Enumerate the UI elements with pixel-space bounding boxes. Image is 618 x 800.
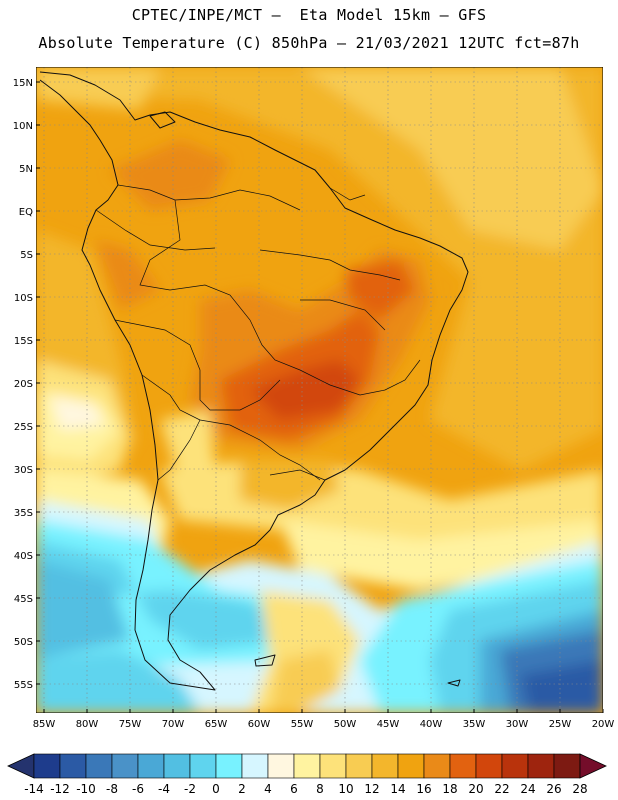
colorbar-swatch	[59, 753, 87, 779]
lat-label: 5S	[20, 250, 33, 261]
colorbar-label: 12	[364, 782, 379, 796]
colorbar-swatch	[189, 753, 217, 779]
colorbar-label: 18	[442, 782, 457, 796]
colorbar-label: 16	[416, 782, 431, 796]
latitude-labels: 15N 10N 5N EQ 5S 10S 15S 20S 25S 30S 35S 40S 45S 50S 5…	[13, 78, 40, 691]
colorbar-swatch	[111, 753, 139, 779]
lat-label: 20S	[14, 379, 33, 390]
colorbar-label: 20	[468, 782, 483, 796]
lon-label: 85W	[33, 719, 56, 730]
lat-label: 55S	[14, 680, 33, 691]
colorbar-label: 2	[238, 782, 246, 796]
lat-label: EQ	[19, 207, 33, 218]
lat-label: 50S	[14, 637, 33, 648]
colorbar-swatch	[371, 753, 399, 779]
colorbar-swatch	[163, 753, 191, 779]
lon-label: 50W	[334, 719, 357, 730]
lat-label: 35S	[14, 508, 33, 519]
colorbar-label: 4	[264, 782, 272, 796]
lat-label: 10S	[14, 293, 33, 304]
title-line-variable: Absolute Temperature (C) 850hPa – 21/03/…	[38, 34, 580, 52]
lat-label: 25S	[14, 422, 33, 433]
colorbar-label: 6	[290, 782, 298, 796]
colorbar-swatch	[293, 753, 321, 779]
colorbar-swatch	[85, 753, 113, 779]
lon-label: 20W	[592, 719, 615, 730]
colorbar-swatch	[423, 753, 451, 779]
colorbar-label: -10	[76, 782, 96, 796]
colorbar-swatch	[501, 753, 529, 779]
colorbar-swatch	[137, 753, 165, 779]
colorbar-label: 14	[390, 782, 405, 796]
temperature-map-figure: 15N 10N 5N EQ 5S 10S 15S 20S 25S 30S 35S 40S 45S 50S 5…	[7, 67, 615, 796]
colorbar-swatch	[553, 753, 581, 779]
lat-label: 40S	[14, 551, 33, 562]
colorbar-label: 0	[212, 782, 220, 796]
lon-label: 80W	[76, 719, 99, 730]
colorbar-label: -14	[24, 782, 44, 796]
lat-label: 10N	[13, 121, 33, 132]
colorbar-swatch	[475, 753, 503, 779]
colorbar-swatch	[241, 753, 269, 779]
colorbar-label: -6	[132, 782, 144, 796]
lat-label: 15S	[14, 336, 33, 347]
colorbar-low-arrow	[7, 753, 35, 779]
colorbar-label: 22	[494, 782, 509, 796]
lat-label: 15N	[13, 78, 33, 89]
lat-label: 5N	[19, 164, 33, 175]
lat-lon-grid	[36, 67, 603, 713]
lon-label: 30W	[506, 719, 529, 730]
lon-label: 70W	[162, 719, 185, 730]
lon-label: 35W	[463, 719, 486, 730]
colorbar-swatch	[267, 753, 295, 779]
temperature-field	[36, 67, 603, 713]
colorbar-label: 24	[520, 782, 535, 796]
colorbar-high-arrow	[579, 753, 607, 779]
colorbar-label: -12	[50, 782, 70, 796]
lat-label: 45S	[14, 594, 33, 605]
lon-label: 40W	[420, 719, 443, 730]
lon-label: 25W	[549, 719, 572, 730]
colorbar-label: 10	[338, 782, 353, 796]
colorbar-swatch	[449, 753, 477, 779]
colorbar-label: -4	[158, 782, 170, 796]
lon-label: 65W	[205, 719, 228, 730]
colorbar-swatch	[345, 753, 373, 779]
title-line-model: CPTEC/INPE/MCT – Eta Model 15km – GFS	[131, 6, 487, 24]
lon-label: 60W	[248, 719, 271, 730]
coastline	[39, 71, 469, 691]
colorbar-label: -8	[106, 782, 118, 796]
colorbar-swatch	[33, 753, 61, 779]
lon-label: 55W	[291, 719, 314, 730]
colorbar-swatch	[397, 753, 425, 779]
lon-label: 45W	[377, 719, 400, 730]
longitude-labels: 85W 80W 75W 70W 65W 60W 55W 50W 45W 40W 35W 30W 25W 2…	[33, 709, 615, 730]
colorbar-label: 26	[546, 782, 561, 796]
lon-label: 75W	[119, 719, 142, 730]
colorbar-swatch	[527, 753, 555, 779]
country-borders	[95, 184, 421, 481]
lat-label: 30S	[14, 465, 33, 476]
colorbar-label: 28	[572, 782, 587, 796]
colorbar-label: 8	[316, 782, 324, 796]
colorbar-swatch	[215, 753, 243, 779]
temperature-colorbar: -14 -12 -10 -8 -6 -4 -2 0 2 4 6 8 10 12 14 16 18 20 22 24 26…	[7, 753, 607, 796]
colorbar-label: -2	[184, 782, 196, 796]
colorbar-swatch	[319, 753, 347, 779]
